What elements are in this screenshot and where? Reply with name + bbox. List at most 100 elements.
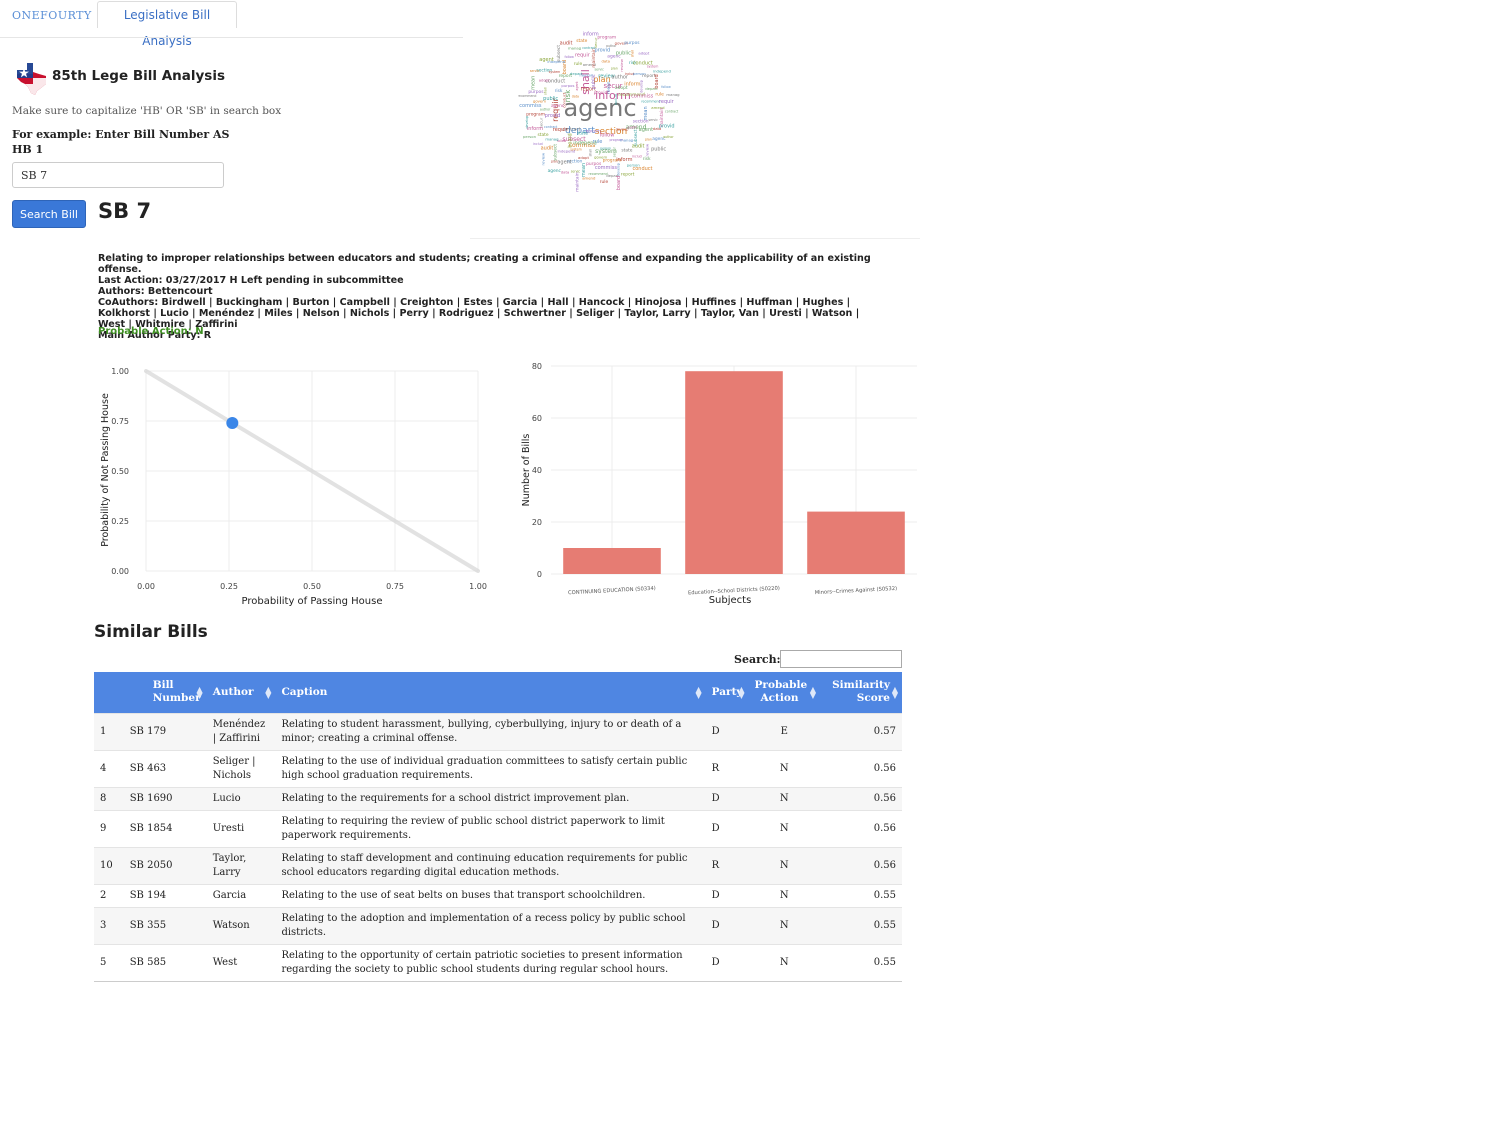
bar-x-tick-label: Minors--Crimes Against (S0532)	[815, 586, 898, 596]
word-cloud-word: maintain	[659, 108, 665, 128]
bar-y-tick-label: 0	[537, 570, 542, 579]
word-cloud-word: report	[559, 73, 573, 79]
word-cloud-word: commiss	[631, 94, 654, 100]
word-cloud-word: program	[597, 34, 616, 40]
column-header-3[interactable]: Author ▲ ▼	[206, 672, 276, 713]
table-cell: 8	[94, 786, 124, 810]
sort-arrows-icon[interactable]: ▲ ▼	[891, 684, 898, 700]
search-bill-button[interactable]: Search Bill	[12, 200, 86, 228]
table-cell: SB 355	[123, 906, 207, 944]
table-row[interactable]: 5 SB 585 West Relating to the opportunity o…	[94, 943, 902, 982]
bar-y-axis-label: Number of Bills	[521, 434, 532, 507]
brand-logo[interactable]: ONEFOURTY	[12, 9, 92, 22]
word-cloud-word: data	[572, 94, 579, 98]
table-cell: D	[705, 906, 749, 944]
word-cloud-word: agenc	[548, 169, 562, 174]
table-cell: N	[748, 749, 820, 787]
sort-arrows-icon[interactable]: ▲ ▼	[196, 684, 203, 700]
table-cell: Relating to the adoption and implementat…	[275, 906, 706, 944]
bar-3[interactable]	[807, 511, 905, 574]
sort-arrows-icon[interactable]: ▲ ▼	[695, 684, 702, 700]
sort-arrows-icon[interactable]: ▲ ▼	[265, 684, 272, 700]
scatter-x-tick-label: 1.00	[469, 582, 487, 591]
table-cell: N	[748, 943, 820, 982]
word-cloud-word: shall	[543, 87, 547, 95]
bill-caption: Relating to improper relationships betwe…	[98, 253, 871, 275]
table-row[interactable]: 4 SB 463 Seliger | Nichols Relating to the …	[94, 749, 902, 787]
scatter-y-tick-label: 0.75	[111, 417, 129, 426]
word-cloud-word: independ	[547, 59, 565, 64]
bar-2[interactable]	[685, 371, 783, 574]
table-row[interactable]: 2 SB 194 Garcia Relating to the use of seat…	[94, 883, 902, 907]
table-cell: R	[705, 749, 749, 787]
word-cloud-word: govern	[615, 40, 629, 45]
sort-arrows-icon[interactable]: ▲ ▼	[809, 684, 816, 700]
column-header-label: Caption	[281, 685, 328, 698]
word-cloud-word: inform	[527, 126, 543, 132]
table-cell: 1	[94, 712, 124, 750]
column-header-2[interactable]: Bill Number ▲ ▼	[123, 672, 207, 713]
word-cloud-word: risk	[629, 60, 637, 66]
word-cloud-word: author	[606, 44, 617, 48]
column-header-label: Similarity Score	[832, 679, 890, 705]
word-cloud-word: plan	[593, 75, 610, 84]
column-header-5[interactable]: Party ▲ ▼	[705, 672, 749, 713]
word-cloud-word: servic	[571, 170, 581, 174]
word-cloud-word: person	[633, 71, 647, 76]
word-cloud-word: author	[612, 75, 629, 81]
bar-1[interactable]	[563, 548, 661, 574]
column-header-6[interactable]: Probable Action ▲ ▼	[748, 672, 820, 713]
word-cloud-word: inform	[595, 89, 631, 102]
word-cloud-word: audit	[627, 124, 637, 129]
sort-arrows-icon[interactable]: ▲ ▼	[738, 684, 745, 700]
column-header-4[interactable]: Caption ▲ ▼	[275, 672, 706, 713]
bill-last-action: Last Action: 03/27/2017 H Left pending i…	[98, 275, 404, 286]
table-row[interactable]: 9 SB 1854 Uresti Relating to requiring the …	[94, 809, 902, 847]
table-search-input[interactable]	[780, 650, 902, 668]
table-cell: West	[206, 943, 276, 982]
scatter-point[interactable]	[226, 417, 239, 429]
section-divider	[470, 238, 920, 239]
word-cloud-word: depart	[570, 71, 583, 76]
scatter-y-axis-label: Probability of Not Passing House	[100, 393, 111, 547]
word-cloud-word: report	[621, 171, 635, 177]
table-row[interactable]: 1 SB 179 Menéndez | Zaffirini Relating to s…	[94, 712, 902, 750]
word-cloud-word: subsect	[556, 45, 562, 62]
tab-legislative-bill-analysis[interactable]: Legislative Bill Analysis	[97, 1, 237, 48]
word-cloud-word: review	[540, 153, 545, 166]
word-cloud-word: person	[523, 134, 537, 139]
word-cloud-word: agent	[557, 159, 571, 165]
word-cloud-word: includ	[613, 93, 618, 105]
table-row[interactable]: 10 SB 2050 Taylor, Larry Relating to staff …	[94, 846, 902, 884]
word-cloud-word: rule	[593, 139, 603, 145]
bar-x-axis-label: Subjects	[709, 595, 752, 606]
word-cloud-word: report	[642, 73, 656, 79]
word-cloud-word: agenc	[607, 54, 621, 59]
word-cloud-word: data	[653, 126, 662, 131]
word-cloud-word: mean	[607, 81, 612, 94]
similar-bills-table: Bill Number ▲ ▼ Author ▲ ▼ Caption ▲ ▼ Party ▲ ▼ Pro…	[94, 672, 902, 982]
column-header-1[interactable]	[94, 672, 124, 713]
word-cloud-word: amend	[583, 62, 597, 67]
word-cloud-word: requir	[575, 52, 591, 58]
word-cloud-word: manag	[545, 136, 559, 141]
word-cloud-word: commiss	[569, 142, 596, 149]
word-cloud-word: inform	[624, 82, 640, 88]
word-cloud-word: requir	[553, 127, 569, 133]
column-header-7[interactable]: Similarity Score ▲ ▼	[819, 672, 902, 713]
word-cloud-word: mean	[643, 106, 649, 120]
word-cloud-word: agent	[539, 57, 553, 63]
bill-search-input[interactable]: SB 7	[12, 162, 224, 188]
word-cloud-word: develop	[639, 80, 643, 93]
probability-scatter-chart: 0.00 0.25 0.50 0.75 1.00 0.00 0.25 0.50 0.75 1.0…	[100, 367, 487, 607]
table-row[interactable]: 3 SB 355 Watson Relating to the adoption an…	[94, 906, 902, 944]
table-row[interactable]: 8 SB 1690 Lucio Relating to the requirement…	[94, 786, 902, 810]
word-cloud-word: section	[566, 158, 582, 164]
word-cloud-word: includ	[625, 72, 635, 76]
word-cloud-word: system	[549, 70, 561, 74]
column-header-label: Author	[212, 685, 254, 698]
word-cloud-word: shall	[579, 69, 592, 95]
table-cell: SB 194	[123, 883, 207, 907]
word-cloud-word: program	[610, 138, 624, 142]
subjects-bar-chart: CONTINUING EDUCATION (S0334) Education--S…	[521, 362, 917, 606]
